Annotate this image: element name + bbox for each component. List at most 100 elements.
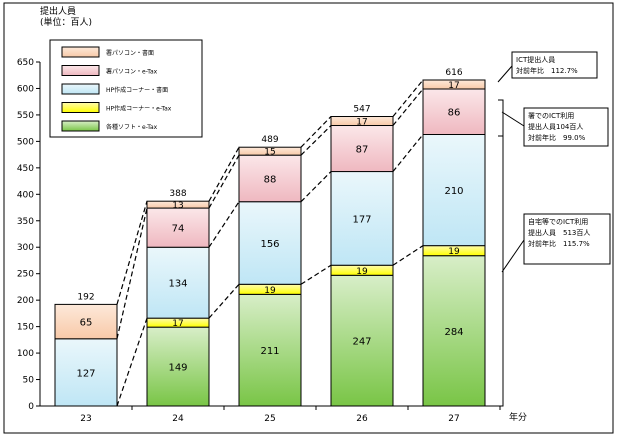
data-label: 177	[352, 214, 371, 225]
y-tick-label: 650	[17, 58, 34, 68]
connector-line	[300, 171, 332, 203]
bar-segment	[238, 201, 302, 285]
connector-line	[208, 201, 240, 248]
data-label: 127	[76, 368, 95, 379]
legend-swatch	[61, 65, 100, 76]
callout-text: 対前年比 99.0%	[528, 133, 586, 142]
y-tick-label: 200	[17, 296, 34, 306]
bar-segment	[146, 326, 210, 407]
bar-segment	[330, 274, 394, 407]
callout-text: 対前年比 112.7%	[516, 66, 578, 75]
data-label: 17	[172, 319, 183, 329]
bar-segment	[422, 79, 486, 90]
data-label: 211	[260, 346, 279, 357]
y-tick-label: 300	[17, 243, 34, 253]
y-tick-label: 100	[17, 349, 34, 359]
connector-line	[208, 154, 240, 209]
callout-leader	[501, 239, 525, 273]
connector-lines	[116, 79, 424, 407]
callout-text: 自宅等でのICT利用	[528, 217, 588, 226]
y-tick-label: 400	[17, 190, 34, 200]
y-tick-label: 0	[28, 402, 34, 412]
connector-line	[300, 116, 332, 148]
bar-segment	[330, 125, 394, 173]
y-tick-label: 50	[23, 376, 35, 386]
callout-text: 提出人員104百人	[528, 122, 583, 131]
connector-line	[208, 146, 240, 202]
data-label: 87	[356, 145, 369, 156]
legend-swatch	[61, 120, 100, 132]
callout-box	[523, 213, 611, 265]
legend-swatch	[61, 46, 100, 58]
connector-line	[116, 207, 148, 339]
data-label: 134	[168, 279, 187, 290]
total-label: 547	[353, 105, 370, 115]
y-axis-unit: (単位：百人)	[40, 16, 92, 28]
data-label: 86	[448, 108, 461, 119]
legend-label: 署パソコン・e-Tax	[106, 69, 158, 76]
connector-line	[300, 125, 332, 156]
x-tick-label: 25	[264, 414, 275, 424]
callout-leader	[501, 111, 525, 127]
data-label: 17	[356, 118, 367, 128]
y-axis-title: 提出人員	[40, 5, 76, 17]
data-label: 17	[448, 81, 459, 91]
bar-segment	[330, 116, 394, 127]
callout-text: ICT提出人員	[516, 55, 555, 64]
bar-segment	[330, 171, 394, 266]
data-label: 19	[448, 247, 460, 257]
callout-box	[523, 107, 609, 147]
data-label: 210	[444, 186, 463, 197]
y-tick-label: 600	[17, 84, 34, 94]
bar-segment	[54, 303, 118, 340]
y-tick-label: 450	[17, 164, 34, 174]
callout-text: 署でのICT利用	[528, 111, 574, 120]
bar-segment	[422, 134, 486, 247]
data-label: 284	[444, 327, 463, 338]
data-label: 88	[264, 174, 277, 185]
data-label: 65	[80, 318, 93, 329]
callout-text: 対前年比 115.7%	[528, 239, 590, 248]
legend-label: 署パソコン・書面	[106, 49, 154, 57]
x-axis-unit: 年分	[509, 411, 527, 423]
total-label: 489	[261, 135, 278, 145]
data-label: 149	[168, 363, 187, 374]
x-tick-label: 26	[356, 414, 368, 424]
data-label: 74	[172, 224, 185, 235]
legend-label: HP作成コーナー・e-Tax	[106, 105, 172, 113]
legend-swatch	[61, 83, 100, 95]
callout-text: 提出人員 513百人	[528, 228, 590, 237]
y-tick-label: 500	[17, 137, 34, 147]
data-label: 19	[264, 286, 276, 296]
data-label: 19	[356, 267, 368, 277]
bar-segment	[422, 255, 486, 407]
total-label: 616	[445, 68, 462, 78]
bracket-lower	[498, 135, 504, 407]
x-tick-label: 27	[448, 414, 459, 424]
y-tick-label: 250	[17, 270, 34, 280]
legend-label: 各種ソフト・e-Tax	[106, 123, 158, 131]
connector-line	[392, 245, 424, 266]
bar-segment	[238, 154, 302, 203]
total-label: 192	[77, 292, 94, 302]
callout-leader	[497, 65, 513, 83]
y-tick-label: 350	[17, 217, 34, 227]
y-tick-label: 550	[17, 111, 34, 121]
total-label: 388	[169, 189, 186, 199]
data-label: 247	[352, 337, 371, 348]
data-label: 15	[264, 148, 275, 158]
bar-segment	[238, 146, 302, 156]
data-label: 156	[260, 239, 279, 250]
bar-segment	[146, 200, 210, 209]
data-label: 13	[172, 201, 183, 211]
x-tick-label: 24	[172, 414, 184, 424]
bar-segment	[422, 88, 486, 136]
bar-segment	[54, 338, 118, 407]
bars: 127 65 192 149 17 134 74 13 388 211 19 156 88 15 489 24…	[54, 68, 486, 407]
connector-line	[116, 201, 148, 305]
bar-segment	[146, 246, 210, 319]
y-tick-label: 150	[17, 323, 34, 333]
